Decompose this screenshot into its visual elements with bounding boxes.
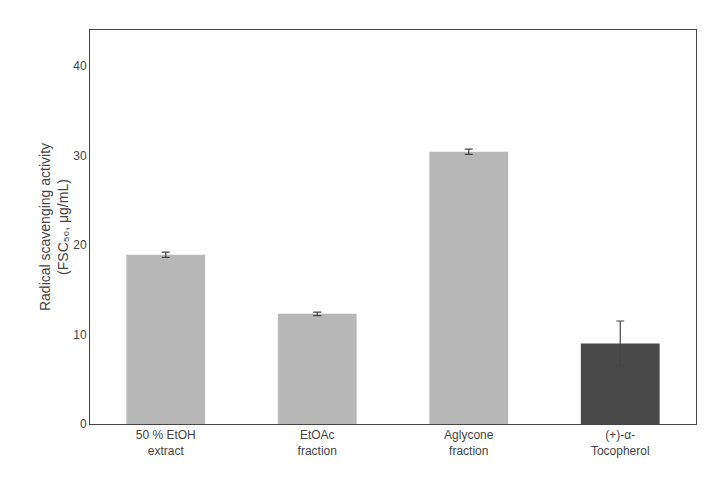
svg-text:10: 10 [73,328,87,342]
svg-text:(+)-α-Tocopherol: (+)-α-Tocopherol [591,428,650,458]
svg-text:40: 40 [73,59,87,73]
svg-text:30: 30 [73,149,87,163]
svg-text:EtOAcfraction: EtOAcfraction [298,428,337,458]
svg-text:Radical scavenging activity(FS: Radical scavenging activity(FSC₅₀, μg/mL… [37,143,71,311]
svg-text:0: 0 [80,417,87,431]
svg-text:Aglyconefraction: Aglyconefraction [444,428,494,458]
svg-text:20: 20 [73,238,87,252]
svg-text:50 % EtOHextract: 50 % EtOHextract [136,428,196,458]
